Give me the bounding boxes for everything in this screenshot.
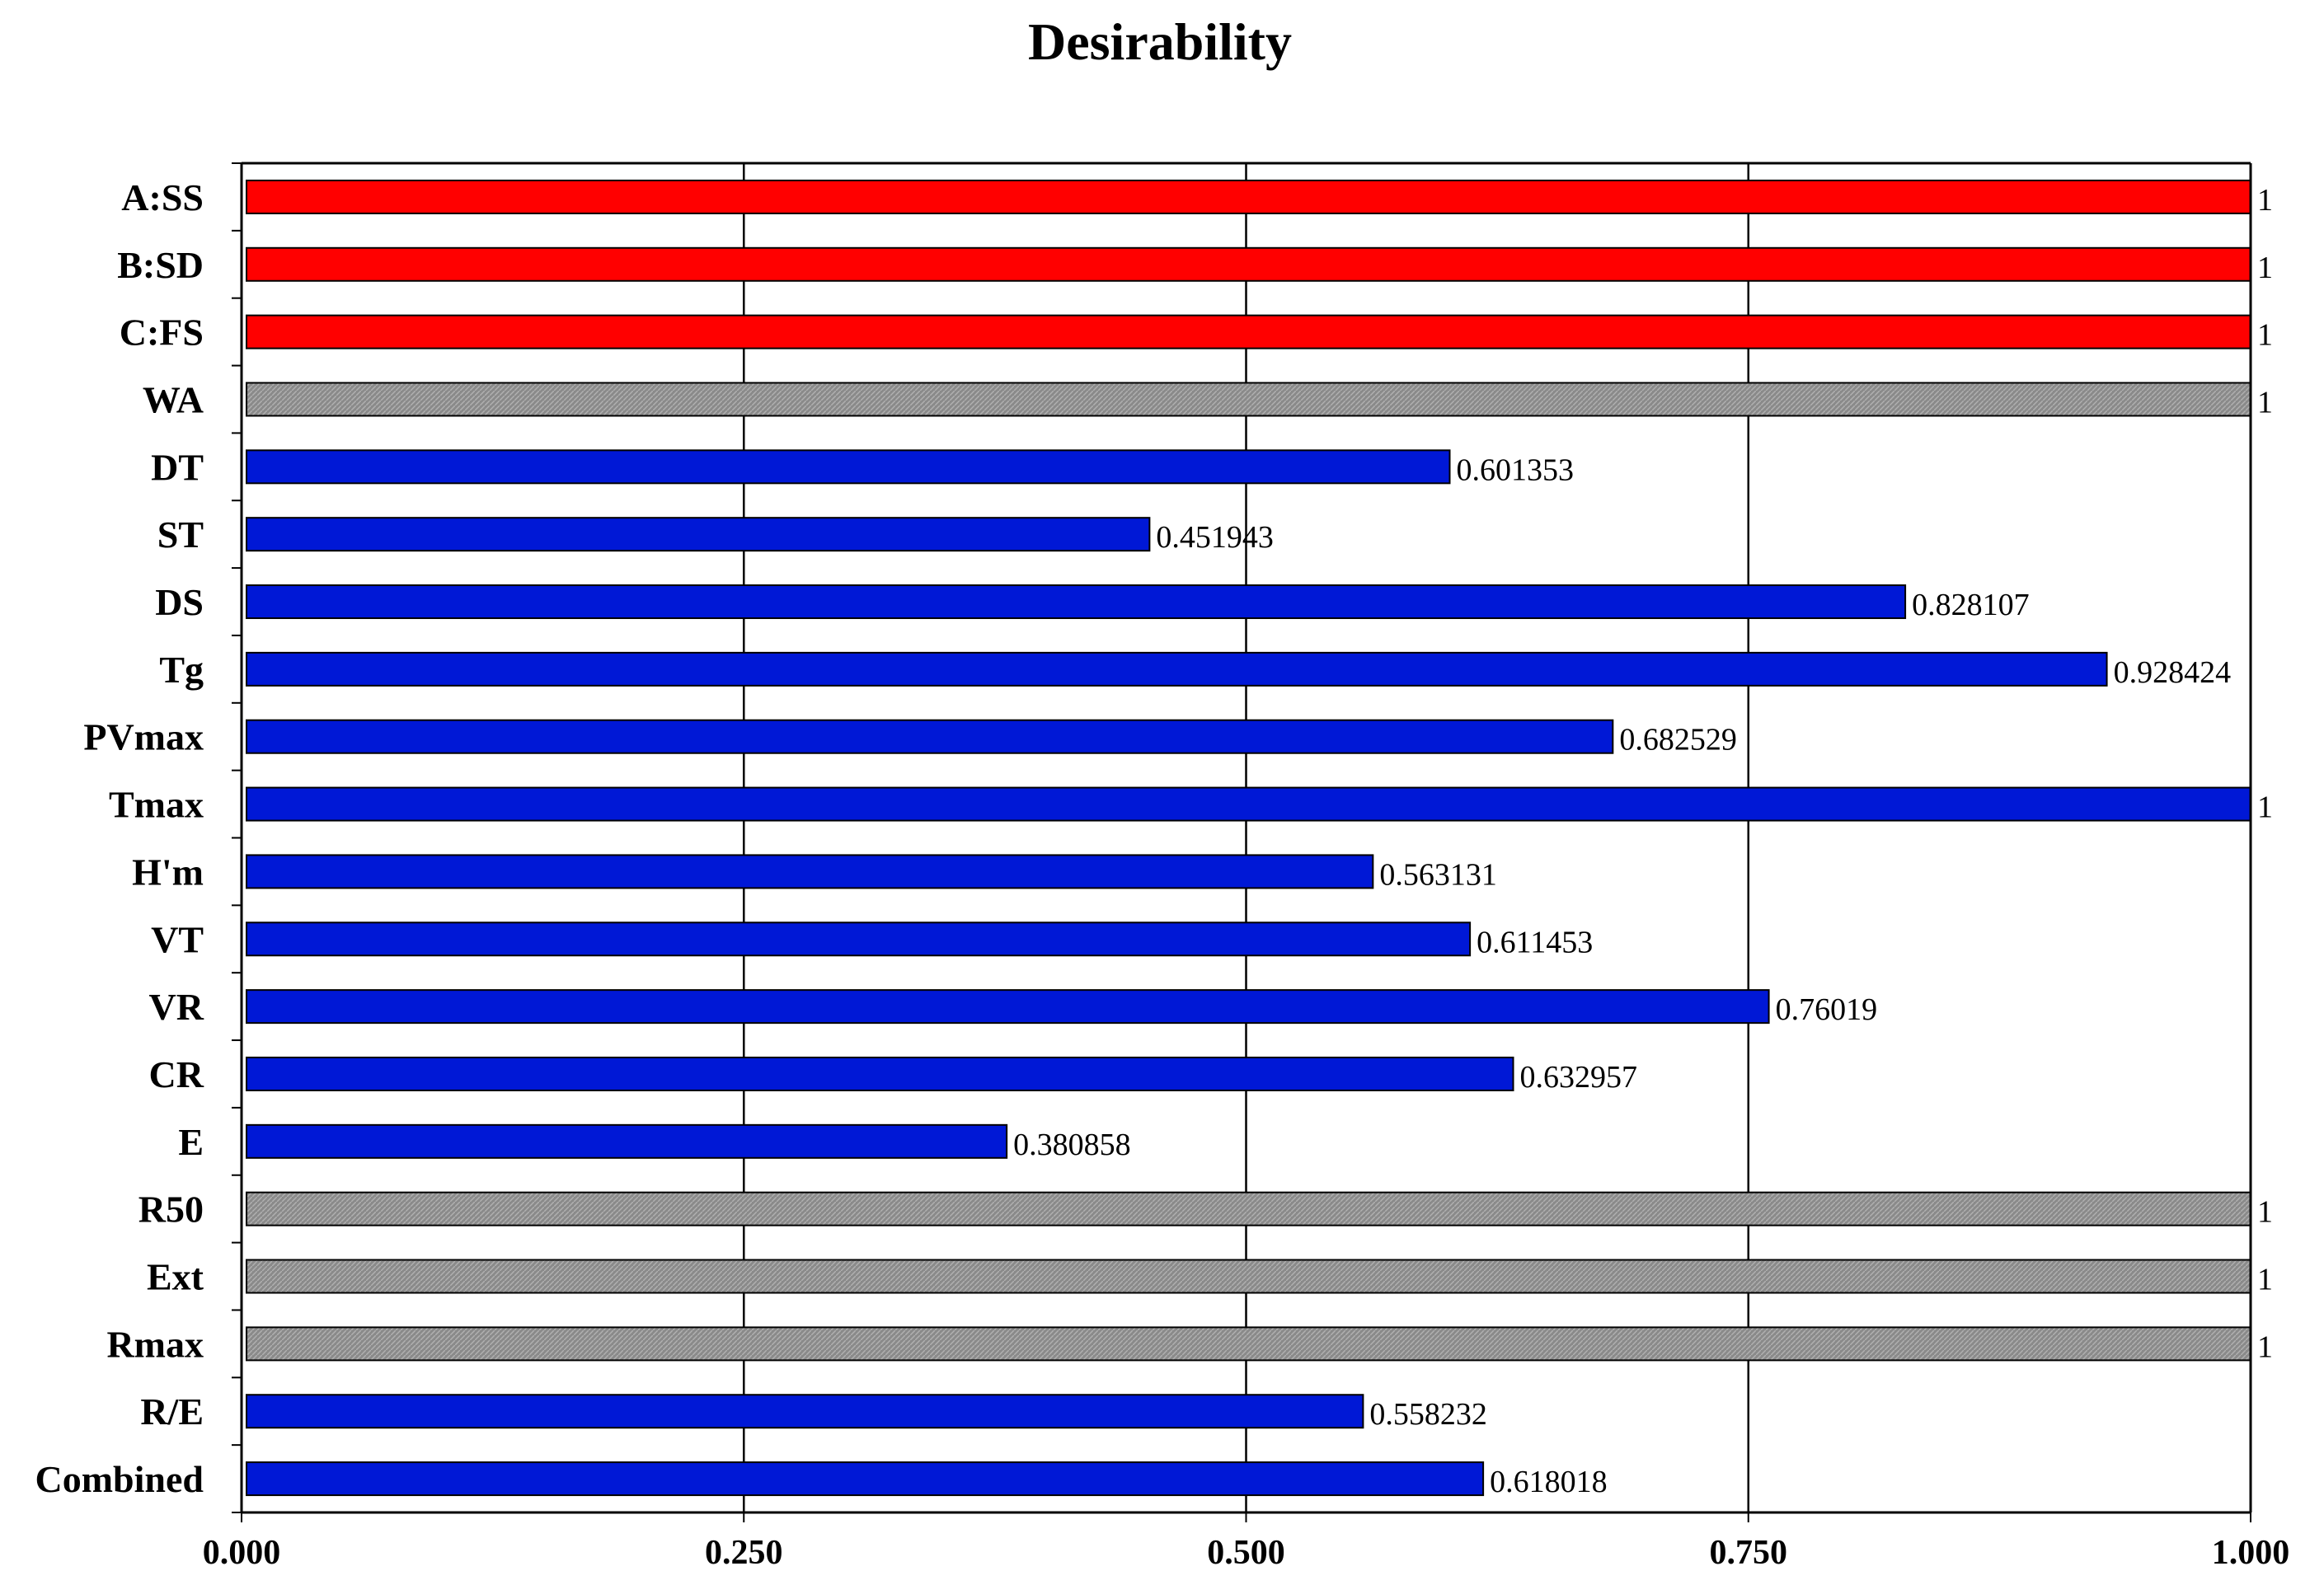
axis-layer: 0.000 0.250 0.500 0.750 1.000 bbox=[203, 162, 2290, 1572]
category-label: Ext bbox=[147, 1256, 204, 1298]
bars-layer bbox=[246, 179, 2251, 1497]
bar-r-e bbox=[246, 1394, 1364, 1429]
bar-dt bbox=[246, 449, 1451, 485]
category-label: PVmax bbox=[83, 716, 204, 758]
bar-r50 bbox=[246, 1191, 2251, 1226]
category-label: Combined bbox=[35, 1458, 204, 1500]
x-tick-label: 0.500 bbox=[1207, 1534, 1285, 1572]
bar-wa bbox=[246, 382, 2251, 417]
value-label: 1 bbox=[2257, 183, 2273, 218]
category-label: Tg bbox=[159, 649, 204, 691]
bar-tg bbox=[246, 651, 2108, 687]
bar-c-fs bbox=[246, 314, 2251, 349]
category-label: A:SS bbox=[121, 176, 204, 218]
value-label: 0.380858 bbox=[1013, 1128, 1131, 1162]
value-label: 0.451943 bbox=[1156, 520, 1274, 555]
value-label: 0.563131 bbox=[1379, 857, 1497, 892]
category-label: VR bbox=[149, 986, 204, 1028]
x-tick-label: 0.000 bbox=[203, 1534, 281, 1572]
value-label: 0.928424 bbox=[2114, 655, 2232, 690]
bar-vr bbox=[246, 989, 1770, 1025]
category-label: C:FS bbox=[120, 312, 204, 354]
value-label: 0.682529 bbox=[1619, 723, 1737, 757]
bar-tmax bbox=[246, 786, 2251, 822]
category-label: Tmax bbox=[109, 784, 204, 826]
category-label: H'm bbox=[132, 851, 204, 893]
category-label: DS bbox=[155, 581, 204, 623]
bar-a-ss bbox=[246, 179, 2251, 214]
bar-pvmax bbox=[246, 719, 1614, 754]
x-tick-label: 1.000 bbox=[2212, 1534, 2290, 1572]
category-label: Rmax bbox=[106, 1323, 204, 1365]
value-label: 1 bbox=[2257, 1263, 2273, 1297]
value-label: 0.611453 bbox=[1477, 925, 1593, 959]
category-label: CR bbox=[149, 1053, 204, 1095]
grid-layer bbox=[240, 163, 2252, 1512]
bar-b-sd bbox=[246, 246, 2251, 282]
value-label: 0.828107 bbox=[1912, 588, 2030, 622]
value-label: 0.76019 bbox=[1776, 992, 1878, 1027]
value-label: 0.558232 bbox=[1369, 1397, 1487, 1432]
bar-combined bbox=[246, 1461, 1485, 1497]
category-label: WA bbox=[143, 378, 204, 420]
x-tick-label: 0.250 bbox=[705, 1534, 783, 1572]
category-label: R/E bbox=[140, 1390, 204, 1433]
bar-vt bbox=[246, 921, 1472, 957]
value-label: 1 bbox=[2257, 318, 2273, 353]
value-label: 1 bbox=[2257, 790, 2273, 825]
category-label: R50 bbox=[139, 1189, 204, 1231]
category-label: ST bbox=[157, 513, 204, 556]
bar-st bbox=[246, 517, 1151, 552]
value-label: 0.601353 bbox=[1456, 453, 1574, 487]
value-label: 1 bbox=[2257, 1329, 2273, 1364]
bar-h-m bbox=[246, 854, 1374, 889]
bar-ext bbox=[246, 1259, 2251, 1294]
category-label: VT bbox=[151, 918, 204, 960]
bar-ds bbox=[246, 584, 1907, 620]
value-label: 1 bbox=[2257, 385, 2273, 420]
bar-rmax bbox=[246, 1326, 2251, 1362]
category-label: DT bbox=[151, 446, 204, 488]
bar-cr bbox=[246, 1056, 1514, 1091]
value-label: 1 bbox=[2257, 1195, 2273, 1230]
x-tick-label: 0.750 bbox=[1710, 1534, 1788, 1572]
value-label: 0.632957 bbox=[1520, 1060, 1638, 1095]
value-label: 0.618018 bbox=[1490, 1465, 1608, 1499]
category-label: B:SD bbox=[117, 244, 204, 286]
value-label: 1 bbox=[2257, 251, 2273, 285]
labels-layer: A:SS 1 B:SD 1 C:FS 1 WA 1 DT 0.601353 ST 0.451943 DS… bbox=[35, 176, 2273, 1500]
bar-e bbox=[246, 1123, 1008, 1159]
chart-title: Desirability bbox=[1028, 12, 1292, 71]
category-label: E bbox=[178, 1121, 204, 1163]
